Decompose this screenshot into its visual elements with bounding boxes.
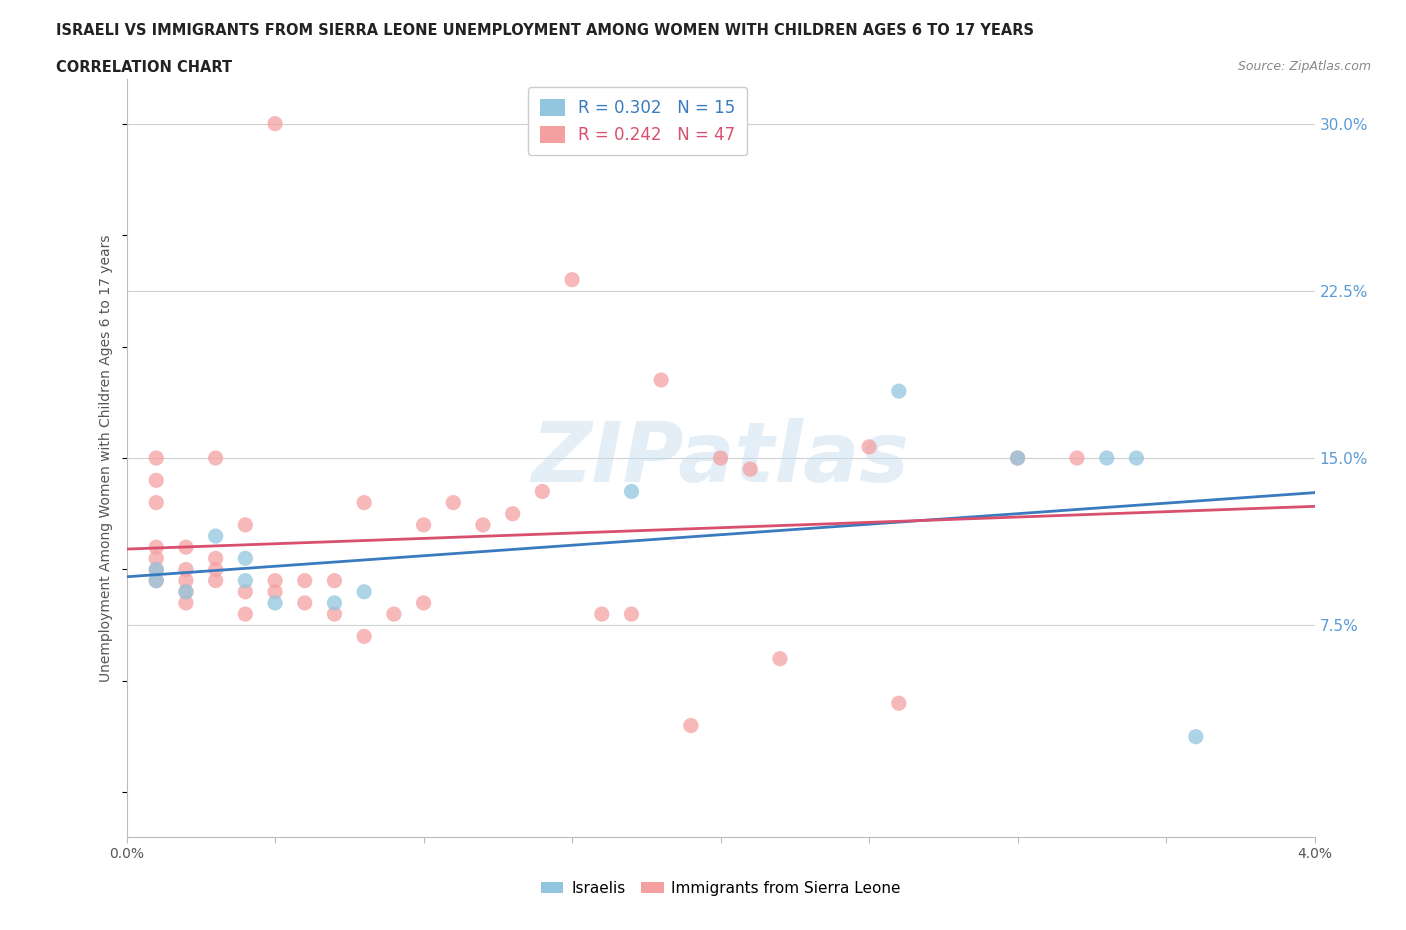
Point: [264, 573, 287, 588]
Point: [294, 573, 316, 588]
Point: [174, 584, 197, 599]
Point: [887, 696, 910, 711]
Text: ISRAELI VS IMMIGRANTS FROM SIERRA LEONE UNEMPLOYMENT AMONG WOMEN WITH CHILDREN A: ISRAELI VS IMMIGRANTS FROM SIERRA LEONE …: [56, 23, 1035, 38]
Point: [1095, 451, 1118, 466]
Point: [353, 584, 375, 599]
Point: [145, 472, 167, 487]
Point: [174, 573, 197, 588]
Point: [204, 451, 226, 466]
Point: [1066, 451, 1088, 466]
Point: [709, 451, 731, 466]
Point: [382, 606, 405, 621]
Point: [233, 517, 256, 532]
Y-axis label: Unemployment Among Women with Children Ages 6 to 17 years: Unemployment Among Women with Children A…: [100, 234, 114, 682]
Point: [591, 606, 613, 621]
Point: [294, 595, 316, 610]
Point: [145, 551, 167, 565]
Point: [233, 606, 256, 621]
Point: [502, 506, 524, 521]
Point: [204, 573, 226, 588]
Point: [740, 461, 762, 476]
Point: [264, 595, 287, 610]
Point: [204, 528, 226, 543]
Point: [264, 584, 287, 599]
Point: [353, 629, 375, 644]
Point: [650, 373, 672, 388]
Point: [264, 116, 287, 131]
Point: [204, 562, 226, 577]
Point: [233, 584, 256, 599]
Point: [145, 451, 167, 466]
Point: [1125, 451, 1147, 466]
Point: [145, 495, 167, 510]
Point: [412, 595, 434, 610]
Legend: R = 0.302   N = 15, R = 0.242   N = 47: R = 0.302 N = 15, R = 0.242 N = 47: [527, 87, 747, 155]
Point: [561, 272, 583, 287]
Text: ZIPatlas: ZIPatlas: [531, 418, 910, 498]
Point: [145, 573, 167, 588]
Point: [145, 539, 167, 554]
Point: [441, 495, 464, 510]
Point: [353, 495, 375, 510]
Point: [412, 517, 434, 532]
Point: [233, 573, 256, 588]
Point: [174, 595, 197, 610]
Text: CORRELATION CHART: CORRELATION CHART: [56, 60, 232, 75]
Legend: Israelis, Immigrants from Sierra Leone: Israelis, Immigrants from Sierra Leone: [534, 874, 907, 902]
Point: [472, 517, 495, 532]
Point: [1007, 451, 1029, 466]
Text: Source: ZipAtlas.com: Source: ZipAtlas.com: [1237, 60, 1371, 73]
Point: [1007, 451, 1029, 466]
Point: [1184, 729, 1206, 744]
Point: [858, 440, 880, 455]
Point: [233, 551, 256, 565]
Point: [887, 384, 910, 399]
Point: [679, 718, 702, 733]
Point: [204, 551, 226, 565]
Point: [620, 606, 643, 621]
Point: [174, 584, 197, 599]
Point: [145, 562, 167, 577]
Point: [323, 606, 346, 621]
Point: [323, 595, 346, 610]
Point: [323, 573, 346, 588]
Point: [531, 484, 554, 498]
Point: [174, 562, 197, 577]
Point: [769, 651, 792, 666]
Point: [620, 484, 643, 498]
Point: [145, 573, 167, 588]
Point: [174, 539, 197, 554]
Point: [145, 562, 167, 577]
